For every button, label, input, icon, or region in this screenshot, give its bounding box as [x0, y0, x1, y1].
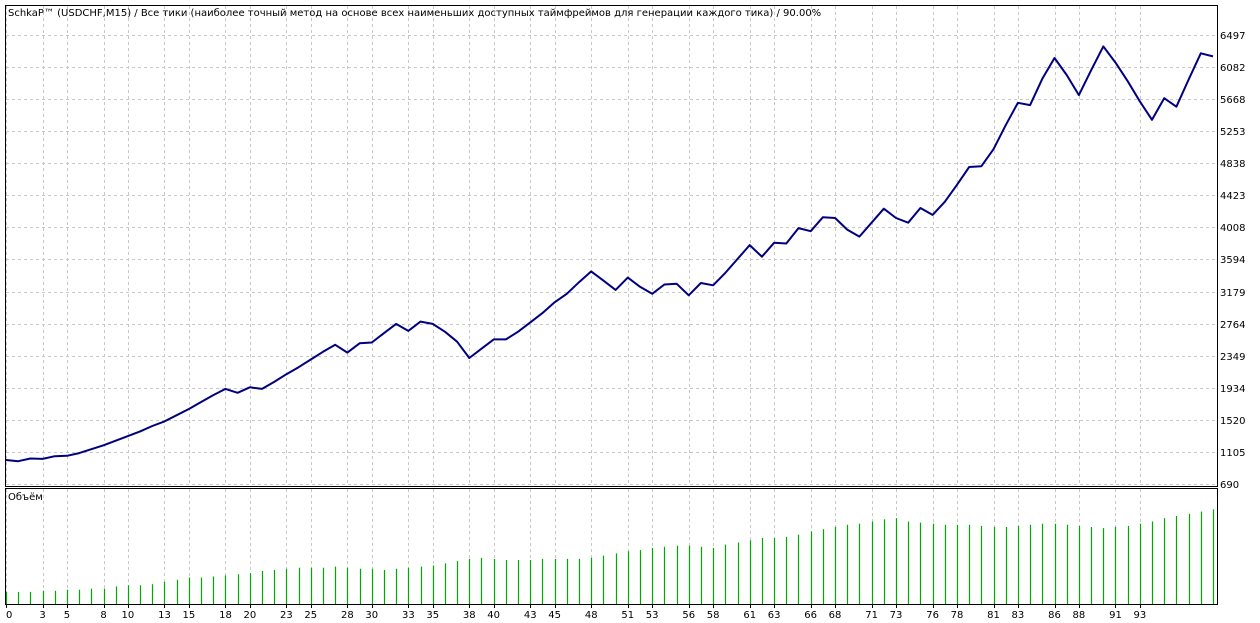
y-tick-label: 1934 [1220, 384, 1245, 395]
x-tick-label: 91 [1109, 610, 1122, 621]
y-tick-label: 3179 [1220, 288, 1245, 299]
x-tick-label: 30 [365, 610, 378, 621]
y-tick-label: 4008 [1220, 223, 1245, 234]
x-tick-label: 86 [1048, 610, 1061, 621]
x-tick-label: 71 [865, 610, 878, 621]
y-tick-label: 690 [1220, 480, 1239, 491]
x-tick-label: 28 [341, 610, 354, 621]
y-tick-label: 6497 [1220, 31, 1245, 42]
y-tick-label: 4838 [1220, 159, 1245, 170]
x-tick-label: 51 [621, 610, 634, 621]
x-tick-label: 25 [304, 610, 317, 621]
x-tick-label: 40 [487, 610, 500, 621]
y-tick-label: 1520 [1220, 416, 1245, 427]
x-tick-label: 8 [100, 610, 106, 621]
x-tick-label: 61 [743, 610, 756, 621]
x-tick-label: 23 [280, 610, 293, 621]
y-tick-label: 4423 [1220, 191, 1245, 202]
x-tick-label: 0 [6, 610, 12, 621]
volume-panel: Объём 0 3 5 8 10 13 15 18 20 23 25 28 30 33 35 38 40 43 45… [5, 488, 1218, 621]
x-tick-label: 73 [890, 610, 903, 621]
balance-panel-frame [5, 5, 1218, 487]
balance-grid [6, 6, 1217, 486]
x-axis-ticks: 0 3 5 8 10 13 15 18 20 23 25 28 30 33 35 38 40 43 45 48 51 53… [6, 605, 1146, 621]
y-tick-label: 5668 [1220, 95, 1245, 106]
x-tick-label: 93 [1133, 610, 1146, 621]
x-tick-label: 3 [39, 610, 45, 621]
balance-panel: SchkaP™ (USDCHF,M15) / Все тики (наиболе… [5, 5, 1245, 491]
y-axis-ticks: 6497 6082 5668 5253 4838 4423 4008 3594 3179 2764… [1220, 31, 1245, 491]
x-tick-label: 38 [463, 610, 476, 621]
volume-grid [6, 489, 1141, 604]
x-tick-label: 18 [219, 610, 232, 621]
y-tick-label: 2349 [1220, 352, 1245, 363]
x-tick-label: 10 [122, 610, 135, 621]
x-tick-label: 66 [804, 610, 817, 621]
balance-line [5, 45, 1214, 463]
x-tick-label: 53 [646, 610, 659, 621]
x-tick-label: 56 [682, 610, 695, 621]
x-tick-label: 20 [243, 610, 256, 621]
volume-panel-frame [5, 488, 1218, 605]
volume-title: Объём [8, 492, 43, 503]
x-tick-label: 43 [524, 610, 537, 621]
y-tick-label: 3594 [1220, 255, 1245, 266]
y-tick-label: 1105 [1220, 448, 1245, 459]
y-tick-label: 5253 [1220, 127, 1245, 138]
x-tick-label: 63 [768, 610, 781, 621]
x-tick-label: 78 [951, 610, 964, 621]
x-tick-label: 76 [926, 610, 939, 621]
volume-bars [5, 509, 1215, 604]
x-tick-label: 33 [402, 610, 415, 621]
chart-title: SchkaP™ (USDCHF,M15) / Все тики (наиболе… [8, 8, 821, 19]
x-tick-label: 58 [707, 610, 720, 621]
y-tick-label: 2764 [1220, 320, 1245, 331]
x-tick-label: 15 [183, 610, 196, 621]
x-tick-label: 68 [829, 610, 842, 621]
x-tick-label: 88 [1073, 610, 1086, 621]
x-tick-label: 48 [585, 610, 598, 621]
x-tick-label: 45 [548, 610, 561, 621]
y-tick-label: 6082 [1220, 63, 1245, 74]
x-tick-label: 35 [426, 610, 439, 621]
x-tick-label: 5 [64, 610, 70, 621]
x-tick-label: 13 [158, 610, 171, 621]
x-tick-label: 83 [1012, 610, 1025, 621]
x-tick-label: 81 [987, 610, 1000, 621]
